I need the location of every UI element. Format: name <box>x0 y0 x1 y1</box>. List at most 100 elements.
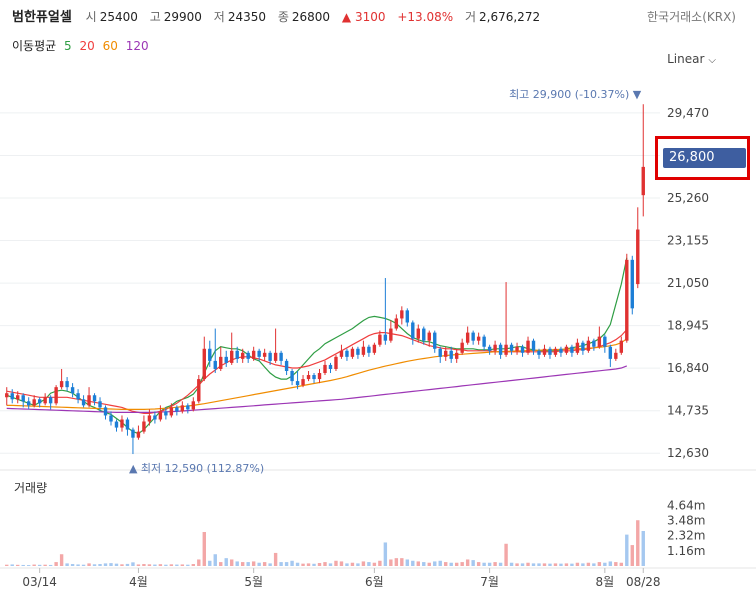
volume-bar <box>164 564 168 566</box>
candle-body <box>504 344 508 355</box>
volume-bar <box>581 563 585 566</box>
candle-body <box>427 332 431 341</box>
candle-body <box>295 381 300 386</box>
candle-body <box>230 350 234 363</box>
candle-body <box>147 415 152 422</box>
volume-bar <box>498 562 503 566</box>
candle-body <box>378 334 382 345</box>
volume-bar <box>32 564 36 566</box>
candle-body <box>279 352 283 361</box>
ma-60-label: 60 <box>102 39 118 53</box>
volume-value: 2,676,272 <box>479 10 541 24</box>
volume-bar <box>487 562 492 566</box>
volume-bar <box>251 561 256 566</box>
volume-bar <box>290 560 294 566</box>
volume-bar <box>405 559 410 566</box>
volume-bar <box>268 563 272 566</box>
volume-bar <box>323 562 327 566</box>
volume-bar <box>213 554 217 566</box>
volume-bar <box>465 559 470 566</box>
volume-bar <box>43 564 47 566</box>
high-label: 고 <box>149 10 161 24</box>
x-tick-label: 8월 <box>596 575 615 589</box>
candle-body <box>570 346 574 353</box>
candle-body <box>268 352 272 361</box>
candle-body <box>433 332 437 349</box>
candle-body <box>416 328 420 339</box>
candle-body <box>37 399 42 404</box>
candle-body <box>197 379 201 402</box>
volume-bar <box>191 564 196 566</box>
volume-bar <box>240 562 245 566</box>
candle-body <box>76 393 80 400</box>
candle-body <box>383 334 388 341</box>
moving-average-label: 이동평균 <box>12 39 57 53</box>
price-tick-label: 23,155 <box>667 234 709 248</box>
change-value: 3100 <box>354 10 386 24</box>
candle-body <box>641 166 645 196</box>
volume-bar <box>87 563 91 566</box>
volume-bar <box>59 554 64 566</box>
volume-bar <box>92 564 97 566</box>
volume-bar <box>515 563 519 566</box>
candle-body <box>32 399 36 406</box>
ma-5-label: 5 <box>64 39 72 53</box>
current-price-highlight <box>655 136 750 180</box>
candle-body <box>356 348 360 355</box>
volume-bar <box>422 562 426 566</box>
price-tick-label: 16,840 <box>667 361 709 375</box>
x-tick-label: 7월 <box>480 575 499 589</box>
low-label: 저 <box>213 10 225 24</box>
candle-body <box>361 346 366 355</box>
volume-bar <box>180 564 185 566</box>
candle-body <box>26 401 31 406</box>
volume-bar <box>471 560 475 566</box>
candle-body <box>142 421 146 432</box>
scale-dropdown[interactable]: Linear ⌵ <box>667 52 716 66</box>
candle-body <box>301 379 305 386</box>
volume-bar <box>142 564 146 566</box>
volume-bar <box>625 534 629 566</box>
volume-tick-label: 3.48m <box>667 513 705 527</box>
volume-bar <box>597 562 602 566</box>
candle-body <box>350 348 355 357</box>
low-value: 24350 <box>227 10 266 24</box>
candle-body <box>608 346 613 359</box>
candle-body <box>581 342 585 351</box>
volume-bar <box>454 562 459 566</box>
candle-body <box>59 381 64 388</box>
moving-average-legend[interactable]: 이동평균 5 20 60 120 <box>12 37 153 54</box>
price-tick-label: 21,050 <box>667 276 709 290</box>
candle-body <box>367 346 371 353</box>
volume-bar <box>120 564 124 566</box>
volume-bar <box>619 562 624 566</box>
volume-bar <box>26 565 31 566</box>
candle-body <box>575 342 580 353</box>
volume-bar <box>427 562 431 566</box>
volume-bar <box>317 562 322 566</box>
volume-tick-label: 1.16m <box>667 544 705 558</box>
candle-body <box>164 411 168 416</box>
volume-bar <box>169 564 174 566</box>
volume-tick-label: 2.32m <box>667 529 705 543</box>
candle-body <box>103 407 108 416</box>
price-tick-label: 25,260 <box>667 191 709 205</box>
candle-body <box>449 350 453 359</box>
candle-body <box>246 352 250 359</box>
volume-bar <box>482 562 486 566</box>
candle-body <box>597 336 602 347</box>
change-arrow-icon: ▲ <box>341 10 352 24</box>
volume-bar <box>114 563 119 566</box>
candle-body <box>290 370 294 382</box>
candle-body <box>394 318 399 329</box>
volume-bar <box>98 564 102 566</box>
volume-bar <box>592 563 596 566</box>
volume-bar <box>235 561 239 566</box>
candle-body <box>87 395 91 406</box>
exchange-name: 한국거래소(KRX) <box>647 10 736 24</box>
volume-bar <box>531 563 536 566</box>
volume-bar <box>54 562 58 566</box>
volume-bar <box>636 520 640 566</box>
candle-body <box>65 381 69 388</box>
